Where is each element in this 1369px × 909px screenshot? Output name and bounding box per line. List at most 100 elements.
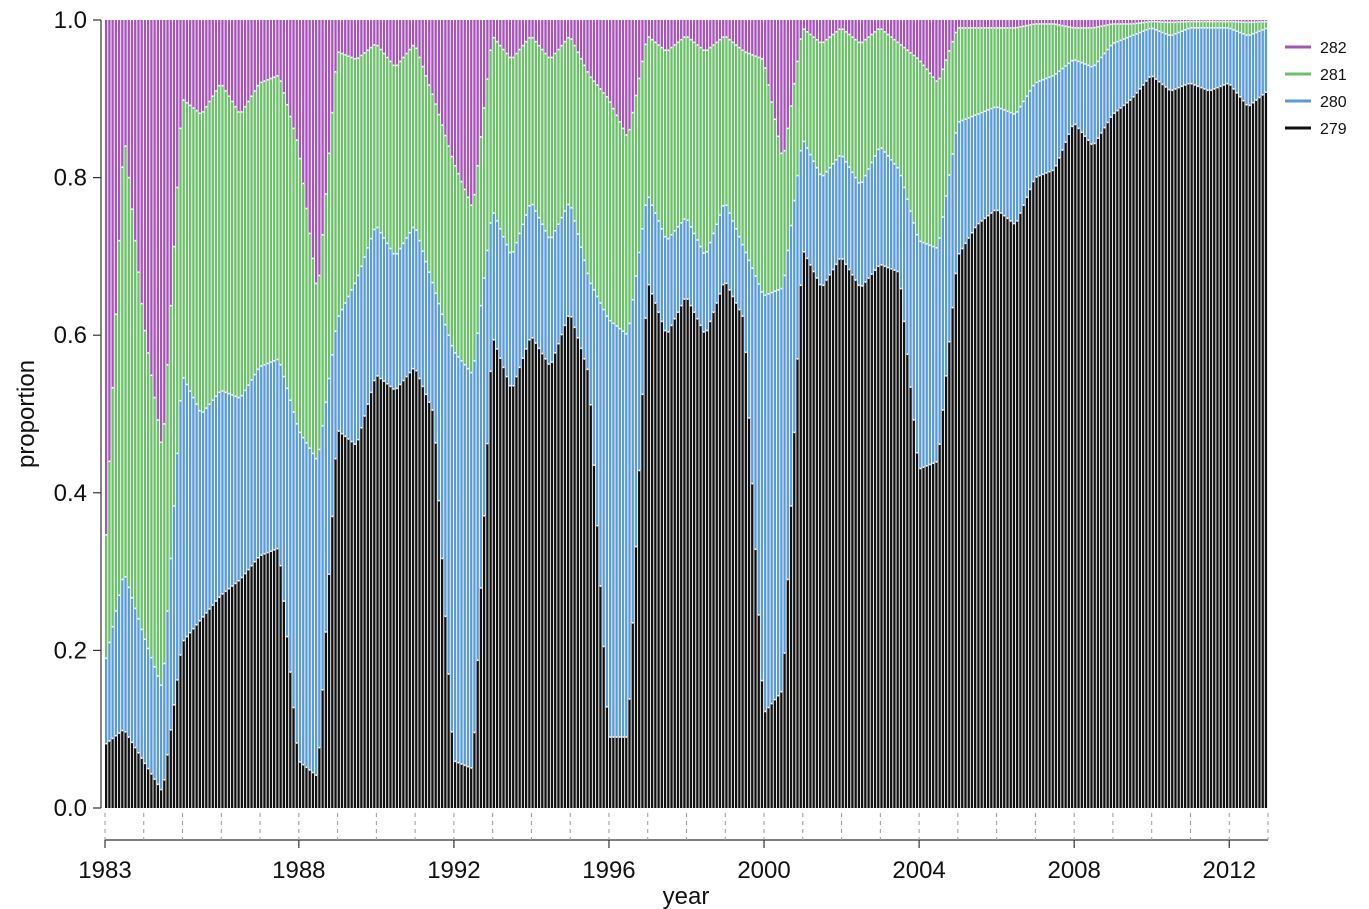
bar-boundary-marker	[405, 52, 408, 55]
bar-boundary-marker	[1155, 29, 1157, 31]
bar-segment-280	[1119, 40, 1122, 108]
bar-segment-279	[993, 210, 996, 808]
bar-segment-279	[944, 375, 948, 808]
bar-segment-279	[495, 348, 499, 808]
bar-segment-279	[208, 609, 211, 808]
bar-segment-279	[1048, 171, 1051, 808]
bar-segment-279	[741, 316, 744, 808]
bar-segment-281	[967, 27, 970, 118]
bar-segment-282	[696, 20, 699, 45]
bar-boundary-marker	[286, 635, 288, 638]
bar-boundary-marker	[967, 27, 970, 29]
bar-segment-279	[221, 593, 224, 808]
bar-segment-282	[363, 20, 366, 53]
bar-segment-280	[993, 107, 996, 211]
bar-boundary-marker	[418, 239, 421, 242]
bar-segment-282	[773, 20, 777, 120]
bar-boundary-marker	[124, 731, 127, 733]
bar-boundary-marker	[441, 313, 443, 315]
bar-boundary-marker	[418, 377, 421, 380]
bar-boundary-marker	[1110, 23, 1112, 26]
bar-segment-282	[1180, 20, 1184, 22]
bar-boundary-marker	[334, 457, 337, 460]
bar-segment-280	[353, 283, 357, 445]
bar-segment-279	[528, 339, 531, 808]
bar-boundary-marker	[1148, 27, 1151, 30]
bar-boundary-marker	[1135, 32, 1138, 35]
bar-boundary-marker	[1213, 88, 1216, 90]
bar-segment-281	[802, 29, 806, 142]
bar-segment-279	[1206, 90, 1209, 808]
bar-segment-279	[809, 264, 812, 808]
bar-segment-282	[844, 20, 848, 32]
bar-segment-280	[1171, 35, 1174, 91]
bar-boundary-marker	[253, 90, 256, 92]
bar-segment-280	[915, 234, 919, 453]
bar-segment-282	[1109, 20, 1113, 25]
bar-segment-279	[757, 614, 760, 808]
bar-boundary-marker	[670, 233, 673, 236]
bar-segment-280	[932, 246, 935, 464]
bar-segment-279	[1016, 220, 1019, 808]
bar-segment-282	[896, 20, 899, 43]
bar-boundary-marker	[774, 290, 776, 292]
bar-segment-280	[499, 228, 502, 359]
bar-segment-282	[1112, 20, 1116, 24]
bar-segment-279	[728, 289, 731, 808]
bar-boundary-marker	[586, 368, 589, 371]
bar-boundary-marker	[874, 269, 876, 271]
bar-boundary-marker	[166, 610, 169, 612]
bar-segment-281	[699, 47, 702, 247]
bar-boundary-marker	[1026, 95, 1028, 97]
bar-boundary-marker	[799, 149, 802, 152]
bar-boundary-marker	[211, 399, 214, 402]
bar-segment-279	[240, 577, 244, 808]
bar-segment-281	[647, 37, 651, 198]
bar-segment-280	[935, 247, 938, 462]
bar-segment-282	[547, 20, 550, 58]
bar-boundary-marker	[919, 60, 922, 63]
bar-boundary-marker	[1090, 143, 1093, 145]
bar-segment-281	[1261, 21, 1264, 30]
bar-boundary-marker	[648, 283, 650, 286]
bar-segment-281	[964, 27, 967, 120]
bar-segment-280	[1206, 27, 1209, 91]
bar-boundary-marker	[583, 64, 586, 67]
bar-segment-281	[386, 57, 389, 244]
bar-segment-282	[744, 20, 747, 53]
bar-boundary-marker	[942, 409, 944, 411]
bar-boundary-marker	[392, 64, 395, 67]
bar-boundary-marker	[635, 94, 637, 97]
bar-segment-279	[179, 655, 182, 808]
bar-boundary-marker	[880, 264, 883, 266]
bar-segment-282	[124, 20, 127, 147]
bar-segment-280	[731, 220, 735, 297]
bar-boundary-marker	[887, 33, 889, 36]
bar-segment-279	[298, 762, 302, 808]
bar-boundary-marker	[589, 282, 592, 285]
bar-boundary-marker	[438, 113, 440, 116]
bar-segment-281	[211, 96, 214, 401]
bar-boundary-marker	[315, 457, 317, 460]
bar-boundary-marker	[331, 354, 334, 356]
bar-segment-279	[176, 679, 179, 808]
bar-segment-279	[1142, 85, 1145, 808]
bar-boundary-marker	[809, 264, 812, 266]
bar-segment-280	[179, 400, 182, 655]
bar-segment-281	[279, 81, 282, 365]
bar-boundary-marker	[1184, 20, 1186, 23]
bar-segment-281	[153, 397, 156, 667]
bar-segment-279	[344, 436, 347, 808]
bar-segment-280	[389, 248, 392, 387]
bar-segment-282	[1184, 20, 1187, 22]
bar-segment-281	[860, 42, 864, 183]
bar-boundary-marker	[1190, 20, 1193, 23]
bar-segment-280	[612, 323, 615, 738]
y-tick-label: 0.2	[54, 637, 87, 664]
bar-boundary-marker	[1232, 29, 1235, 31]
bar-segment-281	[1158, 21, 1161, 32]
bar-boundary-marker	[871, 273, 873, 275]
bar-segment-280	[331, 354, 334, 517]
